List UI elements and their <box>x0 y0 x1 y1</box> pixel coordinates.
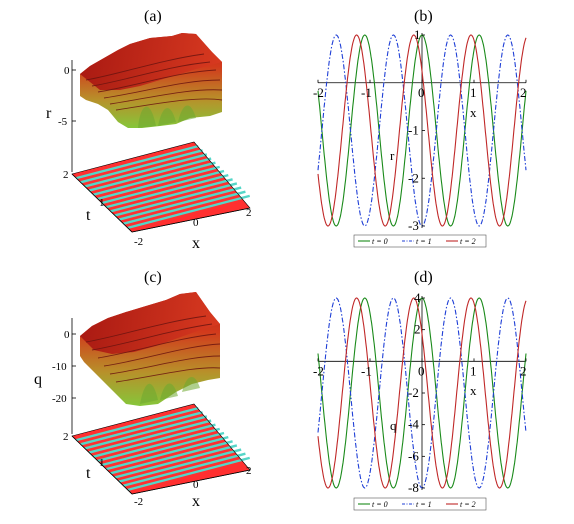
x-tick-label: 1 <box>470 363 477 378</box>
x-tick-a-1: 2 <box>246 207 252 219</box>
x-tick-label: 0 <box>418 363 425 378</box>
plane-c-stripe <box>88 419 212 454</box>
plane-a-stripe <box>84 153 208 188</box>
x-axis-label: x <box>470 105 477 120</box>
x-axis-label-a: x <box>192 235 200 252</box>
x-tick-label: -2 <box>313 363 324 378</box>
plane-c-stripe <box>80 411 203 446</box>
t-tick-c-1: 1 <box>99 457 105 469</box>
y-tick-label: 1 <box>414 27 421 42</box>
line-plot-b: -2 -1 0 1 2 1 -1 -2 -3 x r t = 0 t = 1 t = 2 <box>313 27 527 248</box>
plane-c-stripe <box>97 427 221 463</box>
plane-a-stripe <box>88 157 212 192</box>
z-axis-label-a: r <box>46 105 52 122</box>
y-tick-label: -3 <box>408 218 419 233</box>
x-tick-label: 2 <box>520 363 527 378</box>
surface-plot-a: 0 -5 r 2 1 -2 t <box>46 33 252 252</box>
x-tick-label: -2 <box>313 85 324 100</box>
y-tick-label: 2 <box>414 322 421 337</box>
z-tick-c-1: -10 <box>52 361 67 373</box>
x-tick-label: 2 <box>520 85 527 100</box>
plane-a-stripe <box>123 190 246 225</box>
plane-c-stripe <box>110 440 233 475</box>
plane-a-stripe <box>101 169 225 205</box>
z-tick-a-1: -5 <box>58 116 68 128</box>
plane-a-stripe <box>127 194 251 230</box>
plane-a-stripe <box>93 161 216 196</box>
y-tick-label: -6 <box>408 448 419 463</box>
legend: t = 0 t = 1 t = 2 <box>353 234 487 248</box>
x-tick-label: -1 <box>361 85 372 100</box>
y-axis-label: r <box>390 148 395 163</box>
t-tick-c-0: 2 <box>63 431 69 443</box>
x-tick-a-0: 0 <box>193 217 199 229</box>
z-tick-c-0: 0 <box>64 329 70 341</box>
y-tick-label: -2 <box>408 385 419 400</box>
x-tick-label: 0 <box>418 85 425 100</box>
y-tick-label: -1 <box>408 123 419 138</box>
contour-plane-a <box>71 141 251 233</box>
plane-a-stripe <box>114 182 238 217</box>
x-tick-c-1: 2 <box>246 465 252 477</box>
line-plot-d: -2 -1 0 1 2 4 2 -2 -4 -6 -8 x q t = 0 t = 1 t = 2 <box>313 290 527 511</box>
t-tick-a-0: 2 <box>63 169 69 181</box>
plane-c-stripe <box>101 431 225 467</box>
plane-c-stripe <box>114 444 238 479</box>
panel-label-c: (c) <box>144 269 162 286</box>
legend-label: t = 0 <box>372 500 388 509</box>
legend-label: t = 0 <box>372 237 388 246</box>
x-axis-label: x <box>470 383 477 398</box>
series-line-3 <box>317 297 527 489</box>
t-tick-a-1: 1 <box>99 197 105 209</box>
legend-label: t = 1 <box>416 237 432 246</box>
plane-c-stripe <box>93 423 216 458</box>
x-tick-label: -1 <box>361 363 372 378</box>
plane-c-stripe <box>123 452 246 487</box>
y-tick-label: -2 <box>408 170 419 185</box>
plane-c-stripe <box>127 456 251 492</box>
legend-label: t = 2 <box>460 500 476 509</box>
plane-a-stripe <box>80 149 203 184</box>
z-tick-a-0: 0 <box>64 65 70 77</box>
legend-box <box>353 497 487 511</box>
y-tick-label: -4 <box>408 417 419 432</box>
legend-label: t = 2 <box>460 237 476 246</box>
plane-c-stripe <box>118 448 242 483</box>
plane-c-stripe <box>84 415 208 450</box>
plane-a-stripe <box>118 186 242 221</box>
t-axis-label-c: t <box>86 465 91 482</box>
y-tick-label: 4 <box>414 290 421 305</box>
t-tick-a-2: -2 <box>134 236 143 248</box>
panel-label-b: (b) <box>414 8 433 25</box>
plane-a-stripe <box>110 178 233 213</box>
z-axis-label-c: q <box>34 371 42 388</box>
y-tick-label: -8 <box>408 480 419 495</box>
t-axis-label-a: t <box>86 207 91 224</box>
surface-plot-c: 0 -10 -20 q 2 1 -2 t 0 2 <box>34 292 252 510</box>
plane-a-stripe <box>105 173 229 209</box>
z-tick-c-2: -20 <box>52 393 67 405</box>
x-tick-c-0: 0 <box>193 479 199 491</box>
legend: t = 0 t = 1 t = 2 <box>353 497 487 511</box>
panel-label-a: (a) <box>144 8 162 25</box>
x-axis-label-c: x <box>192 493 200 510</box>
legend-box <box>353 234 487 248</box>
plane-c-stripe <box>75 406 199 442</box>
legend-label: t = 1 <box>416 500 432 509</box>
series-line-3 <box>317 34 527 227</box>
panel-label-d: (d) <box>414 269 433 286</box>
x-tick-label: 1 <box>470 85 477 100</box>
y-axis-label: q <box>390 418 397 433</box>
plane-c-stripe <box>105 435 229 471</box>
t-tick-c-2: -2 <box>134 496 143 508</box>
contour-plane-c <box>71 403 251 495</box>
plane-a-stripe <box>75 144 199 180</box>
plane-a-stripe <box>97 165 221 201</box>
